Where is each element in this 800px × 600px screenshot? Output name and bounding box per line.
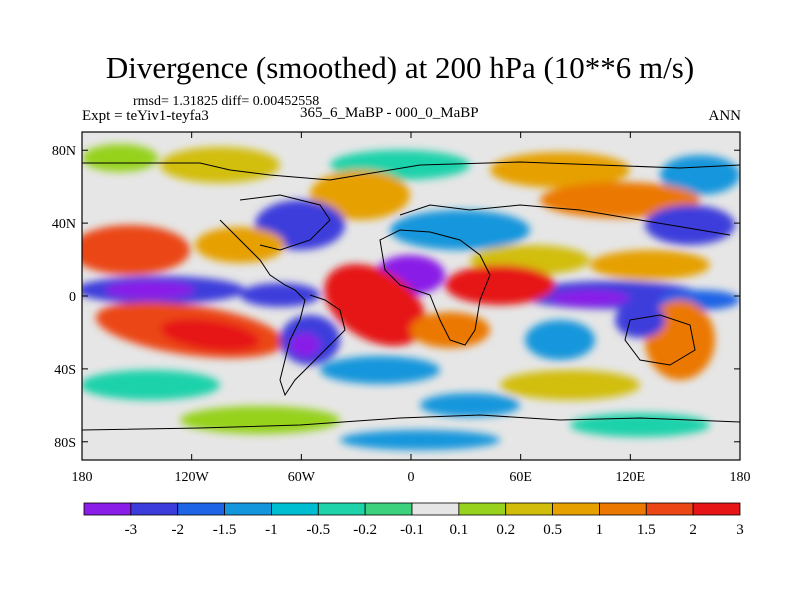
colorbar-label: -1 <box>265 522 278 538</box>
y-tick-label: 0 <box>69 290 76 305</box>
colorbar-label: 0.5 <box>543 522 562 538</box>
y-axis: 80N 40N 0 40S 80S <box>52 144 740 451</box>
colorbar-label: -1.5 <box>213 522 237 538</box>
season-label: ANN <box>708 108 742 124</box>
colorbar-swatch <box>130 502 179 516</box>
y-tick-label: 40S <box>54 363 76 378</box>
field-patch <box>324 264 426 346</box>
africa-coast <box>379 229 491 346</box>
x-tick-label: 180 <box>730 470 751 485</box>
field-patch <box>160 147 280 183</box>
colorbar-label: -0.2 <box>353 522 377 538</box>
x-tick-label: 60W <box>288 470 316 485</box>
arctic-coast <box>82 161 740 181</box>
colorbar-label: -0.5 <box>306 522 330 538</box>
colorbar-label: 0.1 <box>449 522 468 538</box>
colorbar: -3 -2 -1.5 -1 -0.5 -0.2 -0.1 0.1 0.2 0.5 1 1.5 2 3 <box>83 502 744 538</box>
colorbar-label: 3 <box>736 522 744 538</box>
field-patch <box>310 170 410 220</box>
colorbar-swatch <box>364 502 413 516</box>
field-patch <box>570 413 710 437</box>
eurasia-coast <box>399 204 731 236</box>
colorbar-label: -2 <box>171 522 184 538</box>
colorbar-swatch <box>552 502 600 516</box>
colorbar-swatch <box>271 502 319 516</box>
comparison-label: 365_6_MaBP - 000_0_MaBP <box>300 105 479 121</box>
field-patch <box>290 333 320 357</box>
field-patch <box>490 152 630 188</box>
colorbar-label: 0.2 <box>496 522 515 538</box>
colorbar-swatch <box>599 502 647 516</box>
field-patch <box>160 318 260 352</box>
field-patch <box>340 430 500 450</box>
field-patch <box>540 182 700 218</box>
colorbar-swatch <box>411 502 460 516</box>
y-tick-label: 80N <box>52 144 76 159</box>
x-tick-label: 0 <box>408 470 415 485</box>
chart-title: Divergence (smoothed) at 200 hPa (10**6 … <box>105 50 695 85</box>
colorbar-label: 1.5 <box>637 522 656 538</box>
field-patch <box>82 370 220 400</box>
field-patch <box>390 210 530 250</box>
colorbar-swatch <box>692 502 741 516</box>
field-patch <box>550 290 630 306</box>
colorbar-swatch <box>317 502 366 516</box>
colorbar-label: -3 <box>125 522 138 538</box>
y-tick-label: 40N <box>52 217 76 232</box>
colorbar-swatch <box>177 502 225 516</box>
antarctica-coast <box>82 414 740 431</box>
colorbar-label: 1 <box>596 522 604 538</box>
field-patch <box>525 320 595 360</box>
field-patch <box>615 302 665 338</box>
y-tick-label: 80S <box>54 436 76 451</box>
colorbar-swatch <box>458 502 507 516</box>
x-tick-label: 120W <box>175 470 210 485</box>
x-tick-label: 180 <box>72 470 93 485</box>
field-patch <box>420 393 520 417</box>
colorbar-swatch <box>224 502 272 516</box>
field-patch <box>180 406 340 434</box>
field-patch <box>105 281 195 299</box>
x-axis: 180 120W 60W 0 60E 120E 180 <box>72 132 751 485</box>
map-field <box>82 132 740 460</box>
x-tick-label: 120E <box>616 470 646 485</box>
field-patch <box>82 144 158 172</box>
x-tick-label: 60E <box>509 470 532 485</box>
field-patch <box>240 283 320 307</box>
colorbar-label: 2 <box>689 522 697 538</box>
north-america-coast <box>239 194 331 251</box>
field-patch <box>82 225 190 275</box>
colorbar-label: -0.1 <box>400 522 424 538</box>
field-patch <box>195 227 285 263</box>
australia-coast <box>624 314 696 366</box>
stats-label: rmsd= 1.31825 diff= 0.00452558 <box>133 94 320 109</box>
experiment-label: Expt = teYiv1-teyfa3 <box>82 108 209 124</box>
field-patch <box>500 370 640 400</box>
colorbar-swatch <box>645 502 694 516</box>
americas-coast <box>219 219 346 397</box>
field-patch <box>645 205 735 245</box>
colorbar-swatch <box>505 502 553 516</box>
colorbar-swatch <box>83 502 132 516</box>
field-patch <box>320 356 440 384</box>
field-patch <box>445 265 555 305</box>
field-patch <box>660 155 740 195</box>
field-patch <box>590 250 710 280</box>
coastlines <box>82 161 740 431</box>
field-patch <box>410 312 490 348</box>
